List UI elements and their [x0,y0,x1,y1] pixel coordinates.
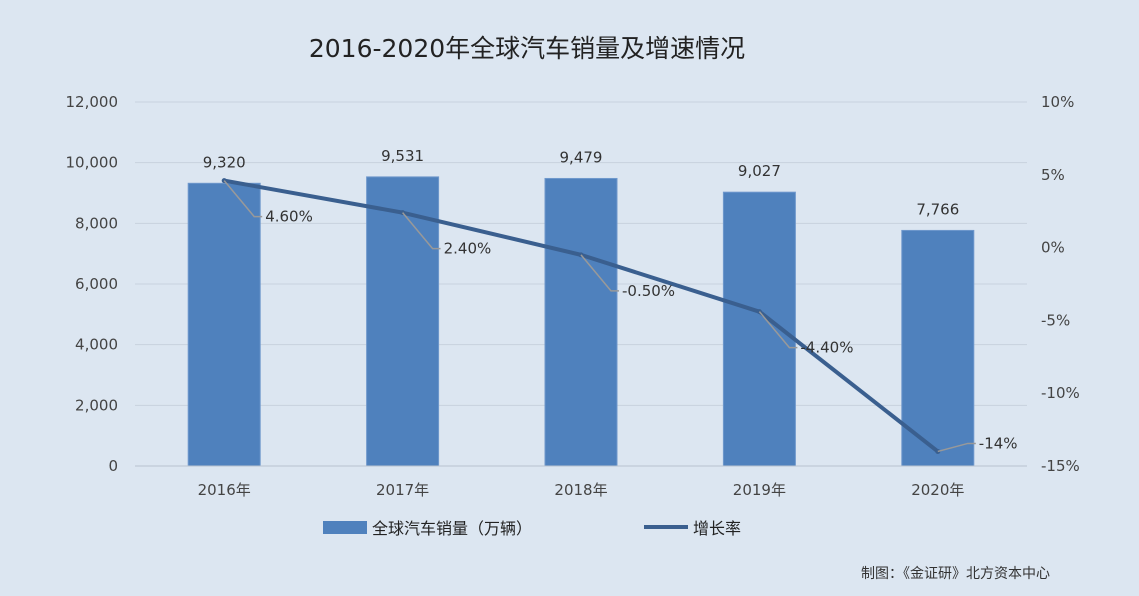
leader-line [937,442,976,453]
legend-bar-swatch [323,521,367,534]
y-tick-label: 8,000 [75,214,118,232]
bar [544,177,618,467]
y-tick-label: 4,000 [75,336,118,354]
y-tick-label: 0 [108,457,118,475]
bar-data-label: 7,766 [916,200,959,218]
y2-tick-label: 5% [1041,166,1065,184]
line-data-label: -14% [979,434,1018,452]
x-axis: 2016年 2017年 2018年 2019年 2020年 [135,465,1027,499]
y2-tick-label: -15% [1041,457,1080,475]
x-tick-label: 2018年 [554,481,607,499]
x-tick-label: 2016年 [198,481,251,499]
y2-tick-label: 0% [1041,239,1065,257]
bar-data-label: 9,320 [203,153,246,171]
legend-line-label: 增长率 [693,519,741,538]
source-note: 制图：《金证研》北方资本中心 [861,566,1050,582]
bar-data-label: 9,027 [738,162,781,180]
bar-data-labels: 9,320 9,531 9,479 9,027 7,766 [203,147,960,219]
y-axis-right: -15% -10% -5% 0% 5% 10% [1041,93,1080,475]
leader-line [223,180,263,218]
y2-tick-label: -5% [1041,311,1070,329]
legend: 全球汽车销量（万辆） 增长率 [323,519,741,538]
line-data-label: 2.40% [444,240,492,258]
line-data-label: -0.50% [622,282,675,300]
y-tick-label: 2,000 [75,396,118,414]
y2-tick-label: -10% [1041,384,1080,402]
legend-bar-label: 全球汽车销量（万辆） [372,519,532,538]
leader-line [580,254,619,292]
y-tick-label: 6,000 [75,275,118,293]
line-data-label: -4.40% [800,339,853,357]
bar-data-label: 9,531 [381,147,424,165]
x-tick-label: 2020年 [911,481,964,499]
line-data-label: 4.60% [265,208,313,226]
leader-line [402,212,441,250]
y-tick-label: 10,000 [66,154,119,172]
bar-series [187,176,975,467]
leader-line [758,311,798,349]
y-tick-label: 12,000 [66,93,119,111]
bar [901,229,975,467]
x-tick-label: 2017年 [376,481,429,499]
chart-title: 2016-2020年全球汽车销量及增速情况 [309,34,745,63]
bar [366,176,440,467]
y2-tick-label: 10% [1041,93,1074,111]
bar-data-label: 9,479 [560,148,603,166]
bar [187,182,261,467]
x-tick-label: 2019年 [733,481,786,499]
y-axis-left: 0 2,000 4,000 6,000 8,000 10,000 12,000 [66,93,119,475]
line-data-labels: 4.60% 2.40% -0.50% -4.40% -14% [223,180,1018,453]
